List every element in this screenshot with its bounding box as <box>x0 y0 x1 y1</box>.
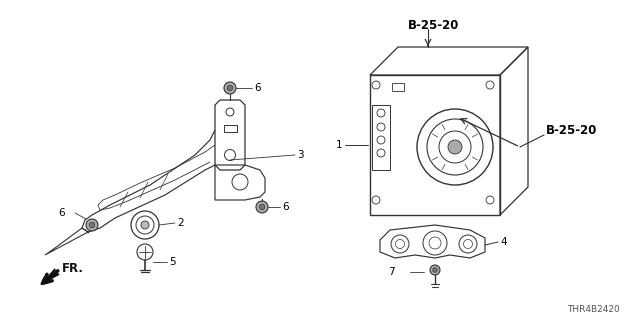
Circle shape <box>256 201 268 213</box>
Circle shape <box>224 82 236 94</box>
Circle shape <box>227 85 233 91</box>
Circle shape <box>433 268 437 272</box>
Text: 4: 4 <box>500 237 507 247</box>
Circle shape <box>259 204 265 210</box>
Text: 6: 6 <box>254 83 260 93</box>
Bar <box>224 125 237 132</box>
Text: 6: 6 <box>282 202 289 212</box>
Bar <box>370 75 500 215</box>
Text: FR.: FR. <box>62 262 84 276</box>
Text: B-25-20: B-25-20 <box>408 19 460 31</box>
Bar <box>392 83 404 91</box>
Circle shape <box>86 219 98 231</box>
Text: 2: 2 <box>177 218 184 228</box>
Circle shape <box>430 265 440 275</box>
Circle shape <box>448 140 462 154</box>
Text: 7: 7 <box>388 267 395 277</box>
Text: 3: 3 <box>297 150 303 160</box>
Text: 6: 6 <box>58 208 65 218</box>
Bar <box>372 105 390 170</box>
Text: 5: 5 <box>169 257 175 267</box>
Text: THR4B2420: THR4B2420 <box>567 306 620 315</box>
Text: 1: 1 <box>335 140 342 150</box>
Circle shape <box>90 222 95 228</box>
Text: B-25-20: B-25-20 <box>546 124 597 137</box>
Circle shape <box>141 221 149 229</box>
